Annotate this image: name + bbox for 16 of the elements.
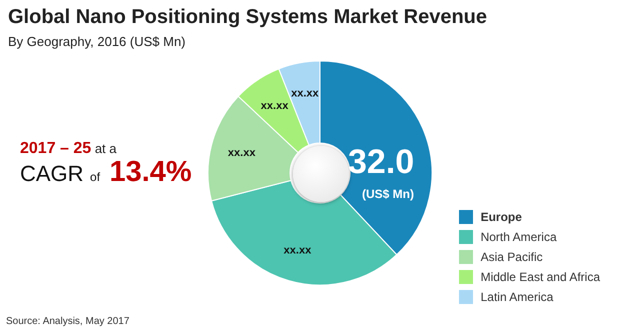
data-label: xx.xx (260, 100, 290, 112)
chart-title: Global Nano Positioning Systems Market Revenue (8, 6, 488, 29)
text: CAGR of 13.4% (20, 156, 192, 188)
text: 32.0 (348, 143, 414, 182)
legend-label: Middle East and Africa (480, 269, 600, 286)
data-label: xx.xx (291, 88, 320, 100)
text: (US$ Mn) (362, 187, 414, 201)
legend-label: Latin America (480, 289, 554, 306)
legend-label: Europe (480, 209, 522, 226)
text: 2017 – 25 at a (20, 140, 116, 157)
source-note: Source: Analysis, May 2017 (6, 316, 130, 327)
data-label: xx.xx (228, 146, 256, 159)
legend-label: North America (480, 229, 557, 246)
data-label: xx.xx (284, 244, 312, 257)
legend-label: Asia Pacific (480, 249, 543, 266)
text: By Geography, 2016 (US$ Mn) (8, 34, 186, 49)
